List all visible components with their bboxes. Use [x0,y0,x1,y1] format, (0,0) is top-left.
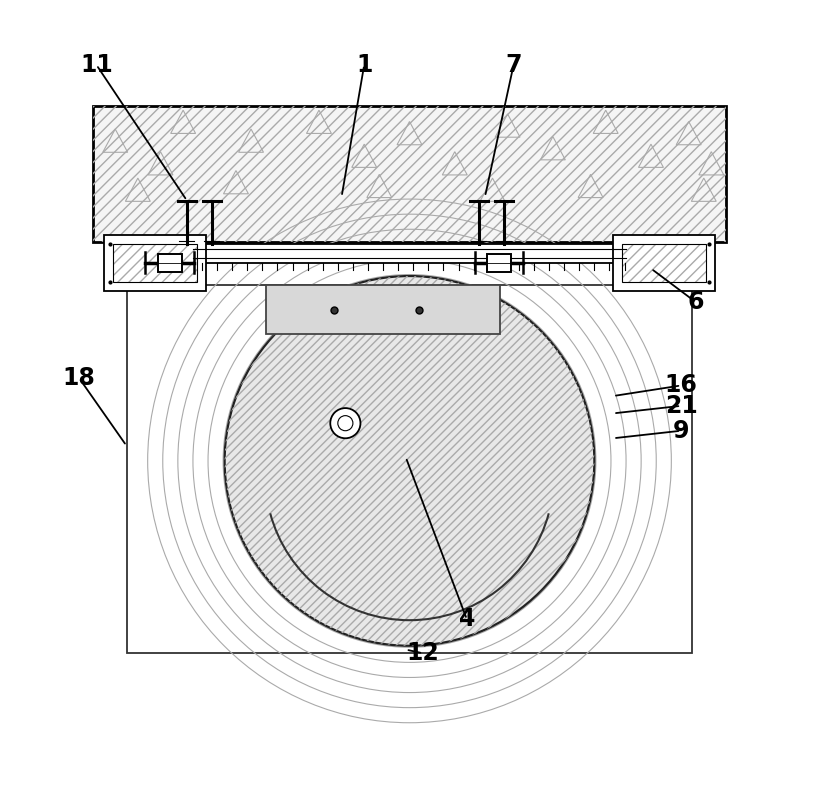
Circle shape [337,416,353,431]
Bar [187,244,632,263]
Text: 7: 7 [505,53,522,77]
Bar [158,254,182,272]
Text: 1: 1 [356,53,373,77]
Bar [113,244,197,282]
Bar [93,106,726,242]
Bar [93,106,726,242]
Circle shape [224,276,595,646]
Bar [104,234,206,291]
Text: 9: 9 [673,419,690,443]
Circle shape [330,408,360,439]
Text: 21: 21 [665,394,698,418]
Bar [127,285,692,653]
Text: 18: 18 [62,366,96,390]
Bar [622,244,706,282]
Bar [613,234,715,291]
Text: 6: 6 [688,291,704,314]
Text: 4: 4 [459,608,475,631]
Text: 12: 12 [407,641,440,665]
Bar [622,244,706,282]
Bar [486,254,511,272]
Text: 11: 11 [80,53,113,77]
Bar [266,285,500,334]
Text: 16: 16 [665,373,698,398]
Bar [113,244,197,282]
